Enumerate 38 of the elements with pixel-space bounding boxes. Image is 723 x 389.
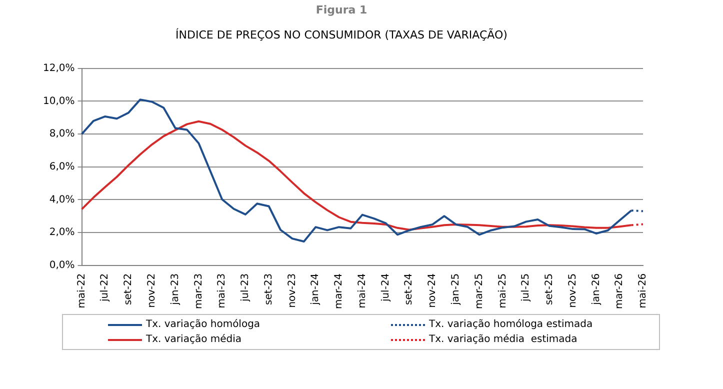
x-tick-label: mai-24: [356, 273, 368, 308]
x-tick-label: nov-22: [146, 273, 158, 308]
x-tick-label: mai-26: [638, 273, 649, 308]
x-tick-label: set-22: [123, 273, 134, 305]
legend-label: Tx. variação homóloga: [146, 319, 260, 330]
x-tick-label: nov-24: [427, 273, 438, 308]
x-tick-label: mar-23: [193, 273, 204, 310]
x-tick-label: mar-25: [474, 273, 485, 310]
x-tick-label: mar-24: [334, 273, 345, 310]
x-tick-label: mar-26: [614, 273, 626, 310]
x-tick-label: set-23: [263, 273, 274, 305]
y-tick-label: 12,0%: [42, 62, 75, 74]
legend-label: Tx. variação média: [146, 334, 242, 345]
y-tick-label: 4,0%: [49, 194, 75, 206]
x-tick-label: jan-24: [310, 273, 322, 306]
x-tick-label: set-24: [404, 273, 415, 305]
x-tick-label: mai-23: [216, 273, 228, 308]
y-tick-label: 0,0%: [49, 260, 75, 271]
y-tick-label: 6,0%: [49, 161, 75, 172]
chart-subtitle: ÍNDICE DE PREÇOS NO CONSUMIDOR (TAXAS DE VARIAÇÃO): [176, 28, 508, 42]
x-tick-label: mai-25: [497, 273, 508, 308]
legend-label: Tx. variação média estimada: [429, 334, 578, 345]
x-tick-label: nov-23: [286, 273, 298, 308]
x-tick-label: jan-26: [590, 273, 602, 306]
x-tick-label: jan-25: [450, 273, 462, 306]
y-tick-label: 2,0%: [49, 227, 75, 238]
x-tick-label: jul-22: [100, 273, 111, 303]
x-tick-label: jul-25: [520, 273, 532, 303]
x-tick-label: mai-22: [76, 273, 88, 308]
legend-label: Tx. variação homóloga estimada: [429, 319, 593, 330]
y-tick-label: 10,0%: [42, 96, 75, 107]
x-tick-label: jul-23: [240, 273, 252, 303]
y-tick-label: 8,0%: [49, 128, 75, 140]
x-tick-label: jan-23: [170, 273, 181, 306]
x-tick-label: nov-25: [567, 273, 578, 308]
chart-title: Figura 1: [316, 3, 368, 16]
x-tick-label: jul-24: [380, 273, 392, 303]
x-tick-label: set-25: [544, 273, 556, 305]
